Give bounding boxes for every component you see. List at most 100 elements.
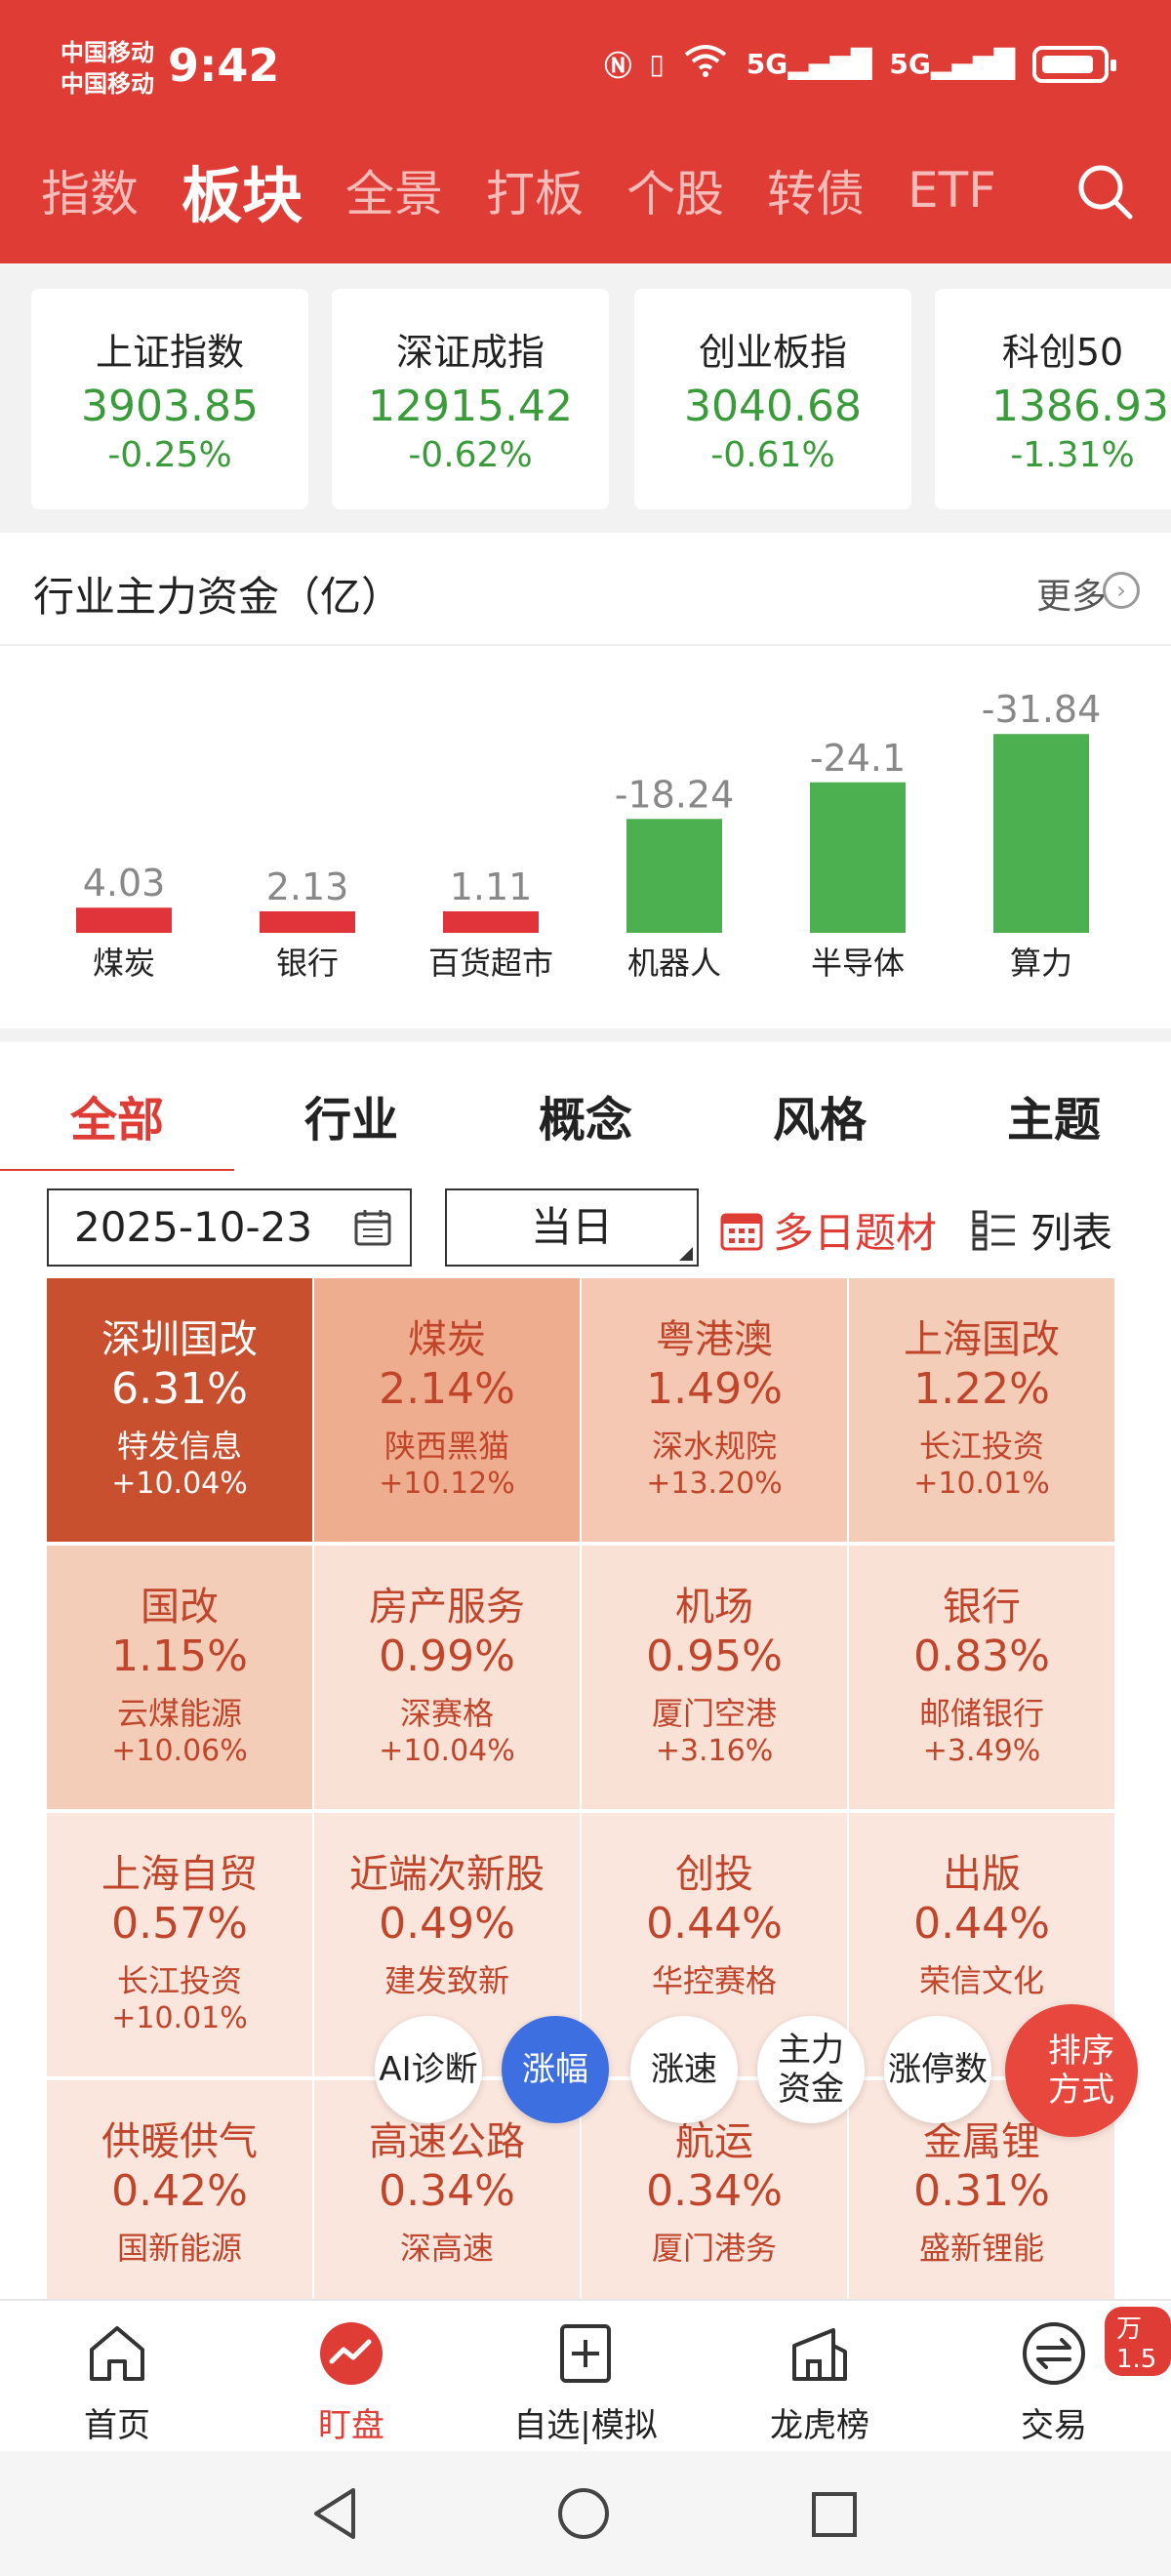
- chevron-right-icon[interactable]: ›: [1103, 572, 1140, 609]
- ai-diagnose-button[interactable]: AI诊断: [375, 2016, 482, 2123]
- flow-bar: [76, 907, 172, 933]
- leading-stock: 厦门港务: [651, 2230, 777, 2267]
- nav-index[interactable]: 指数: [41, 166, 139, 222]
- sector-change: 0.57%: [111, 1899, 248, 1949]
- sector-name: 金属锂: [923, 2119, 1040, 2164]
- carrier-2: 中国移动: [61, 70, 154, 98]
- flow-bar-category: 百货超市: [428, 945, 553, 982]
- sector-tile[interactable]: 上海自贸 0.57% 长江投资 +10.01%: [47, 1813, 312, 2076]
- app-header: 中国移动 中国移动 9:42 Ⓝ ▯ 5G▂▄▆█ 5G▂▄▆█ 指数 板块 全…: [0, 0, 1171, 263]
- tab-theme[interactable]: 主题: [1006, 1093, 1101, 1147]
- leading-stock-change: +10.04%: [379, 1734, 515, 1768]
- capital-line2: 资金: [778, 2070, 844, 2109]
- index-value: 3040.68: [684, 382, 862, 431]
- sector-name: 出版: [943, 1852, 1021, 1897]
- bottom-nav-watch[interactable]: 盯盘: [234, 2318, 468, 2446]
- nav-convertible[interactable]: 转债: [767, 166, 866, 222]
- index-card-cyb[interactable]: 创业板指 3040.68 -0.61%: [634, 289, 911, 509]
- nav-stock[interactable]: 个股: [626, 166, 725, 222]
- sort-line2: 方式: [1048, 2071, 1114, 2110]
- flow-bar: [260, 911, 355, 933]
- multi-day-button[interactable]: 多日题材: [720, 1200, 937, 1260]
- sector-tile[interactable]: 煤炭 2.14% 陕西黑猫 +10.12%: [314, 1278, 580, 1542]
- bottom-nav-home[interactable]: 首页: [0, 2318, 234, 2446]
- home-circle-icon[interactable]: [556, 2486, 611, 2541]
- sector-tile[interactable]: 粤港澳 1.49% 深水规院 +13.20%: [582, 1278, 847, 1542]
- leading-stock: 深赛格: [399, 1695, 494, 1732]
- leading-stock-change: +10.06%: [111, 1734, 248, 1768]
- sector-change: 1.22%: [913, 1364, 1050, 1414]
- sector-change: 0.95%: [646, 1631, 783, 1681]
- recents-icon[interactable]: [810, 2490, 859, 2539]
- sector-tile[interactable]: 房产服务 0.99% 深赛格 +10.04%: [314, 1546, 580, 1809]
- list-label: 列表: [1030, 1209, 1113, 1257]
- sector-change: 0.44%: [913, 1899, 1050, 1949]
- add-box-icon: [560, 2324, 611, 2383]
- sector-tile[interactable]: 上海国改 1.22% 长江投资 +10.01%: [849, 1278, 1114, 1542]
- sector-name: 上海国改: [904, 1317, 1060, 1362]
- sort-rise-button[interactable]: 涨幅: [502, 2016, 609, 2123]
- date-value: 2025-10-23: [74, 1203, 313, 1251]
- index-card-sh[interactable]: 上证指数 3903.85 -0.25%: [31, 289, 308, 509]
- index-card-kc50[interactable]: 科创50 1386.93 -1.31%: [935, 289, 1171, 509]
- sector-name: 机场: [675, 1585, 753, 1630]
- flow-bar-value: 2.13: [266, 865, 349, 908]
- nav-sector[interactable]: 板块: [182, 160, 303, 231]
- search-icon[interactable]: [1073, 160, 1136, 222]
- sector-tile[interactable]: 供暖供气 0.42% 国新能源: [47, 2080, 312, 2299]
- leading-stock: 盛新锂能: [918, 2230, 1044, 2267]
- sort-limit-up-count-button[interactable]: 涨停数: [884, 2016, 991, 2123]
- sector-name: 高速公路: [369, 2119, 525, 2164]
- fee-badge: 万1.5: [1105, 2307, 1171, 2376]
- sector-tile[interactable]: 银行 0.83% 邮储银行 +3.49%: [849, 1546, 1114, 1809]
- leading-stock: 云煤能源: [116, 1695, 242, 1732]
- list-view-button[interactable]: 列表: [972, 1200, 1112, 1260]
- tab-all[interactable]: 全部: [69, 1093, 164, 1147]
- bottom-nav-watchlist[interactable]: 自选|模拟: [468, 2318, 703, 2446]
- battery-icon: [1032, 45, 1116, 83]
- nav-etf[interactable]: ETF: [908, 162, 996, 219]
- sector-change: 0.31%: [913, 2166, 1050, 2216]
- sector-tile[interactable]: 近端次新股 0.49% 建发致新: [314, 1813, 580, 2076]
- index-name: 上证指数: [95, 331, 244, 374]
- index-change: -1.31%: [1010, 435, 1135, 475]
- index-cards: 上证指数 3903.85 -0.25% 深证成指 12915.42 -0.62%…: [0, 263, 1171, 529]
- sector-tile[interactable]: 深圳国改 6.31% 特发信息 +10.04%: [47, 1278, 312, 1542]
- status-bar: 中国移动 中国移动 9:42 Ⓝ ▯ 5G▂▄▆█ 5G▂▄▆█: [0, 0, 1171, 137]
- leading-stock: 长江投资: [918, 1428, 1044, 1465]
- filter-controls: 2025-10-23 当日 多日题材 列表: [0, 1171, 1171, 1278]
- nav-panorama[interactable]: 全景: [345, 166, 444, 222]
- sort-speed-button[interactable]: 涨速: [630, 2016, 738, 2123]
- sector-change: 0.42%: [111, 2166, 248, 2216]
- tab-industry[interactable]: 行业: [303, 1093, 398, 1147]
- network-type-2: 5G: [889, 48, 931, 80]
- back-icon[interactable]: [308, 2484, 363, 2543]
- sort-capital-button[interactable]: 主力 资金: [757, 2016, 865, 2123]
- sort-method-button[interactable]: 排序 方式: [1005, 2004, 1138, 2137]
- bottom-nav-dragon-tiger[interactable]: 龙虎榜: [703, 2318, 937, 2446]
- sector-name: 航运: [675, 2119, 753, 2164]
- carrier-info: 中国移动 中国移动: [61, 37, 154, 100]
- flow-bar-value: 4.03: [83, 862, 166, 905]
- exchange-icon: [1023, 2322, 1085, 2385]
- flow-bar-value: -31.84: [982, 688, 1102, 731]
- capital-flow-panel: 行业主力资金（亿） 更多 › 4.03 煤炭 2.13 银行 1.11 百货超市 -18.2…: [0, 533, 1171, 1028]
- date-picker[interactable]: 2025-10-23: [47, 1188, 412, 1267]
- more-link[interactable]: 更多: [1035, 577, 1107, 617]
- sector-change: 6.31%: [111, 1364, 248, 1414]
- sector-tile[interactable]: 国改 1.15% 云煤能源 +10.06%: [47, 1546, 312, 1809]
- status-time: 9:42: [168, 39, 280, 92]
- leading-stock-change: +13.20%: [646, 1467, 783, 1501]
- bottom-nav-trade[interactable]: 交易: [937, 2318, 1171, 2446]
- sector-name: 供暖供气: [101, 2119, 258, 2164]
- sector-tile[interactable]: 航运 0.34% 厦门港务: [582, 2080, 847, 2299]
- index-card-sz[interactable]: 深证成指 12915.42 -0.62%: [332, 289, 609, 509]
- sector-change: 0.99%: [379, 1631, 515, 1681]
- sector-tile[interactable]: 机场 0.95% 厦门空港 +3.16%: [582, 1546, 847, 1809]
- capital-flow-chart: 4.03 煤炭 2.13 银行 1.11 百货超市 -18.24 机器人 -24.1 半导体 -31…: [76, 688, 1102, 982]
- nav-limit-up[interactable]: 打板: [486, 166, 585, 222]
- period-select[interactable]: 当日: [445, 1188, 699, 1267]
- sector-change: 1.49%: [646, 1364, 783, 1414]
- tab-style[interactable]: 风格: [772, 1093, 867, 1147]
- tab-concept[interactable]: 概念: [538, 1093, 632, 1147]
